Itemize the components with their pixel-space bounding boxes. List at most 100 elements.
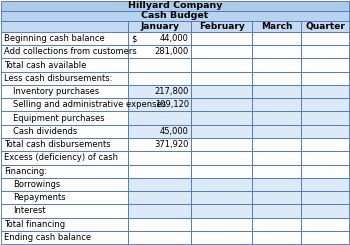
Bar [191,72,252,85]
Bar [1,59,128,72]
Bar [301,231,349,244]
Bar [301,151,349,164]
Bar [252,111,301,125]
Text: Cash dividends: Cash dividends [13,127,77,136]
Bar [252,231,301,244]
Bar [1,138,128,151]
Bar [301,125,349,138]
Bar [301,111,349,125]
Bar [1,32,128,45]
Bar [191,164,252,178]
Bar [1,11,349,21]
Bar [128,231,191,244]
Bar [252,191,301,204]
Bar [252,45,301,59]
Bar [252,218,301,231]
Bar [301,164,349,178]
Bar [191,111,252,125]
Bar [128,191,191,204]
Bar [252,164,301,178]
Bar [128,21,191,32]
Bar [1,125,128,138]
Bar [301,59,349,72]
Bar [191,45,252,59]
Bar [191,204,252,218]
Bar [252,125,301,138]
Text: Equipment purchases: Equipment purchases [13,114,105,123]
Text: Borrowings: Borrowings [13,180,60,189]
Text: Excess (deficiency) of cash: Excess (deficiency) of cash [4,153,118,162]
Bar [301,72,349,85]
Bar [191,151,252,164]
Bar [128,85,191,98]
Bar [191,32,252,45]
Bar [1,1,349,11]
Text: 45,000: 45,000 [160,127,189,136]
Bar [128,178,191,191]
Text: Selling and administrative expenses: Selling and administrative expenses [13,100,166,109]
Bar [1,218,128,231]
Bar [301,85,349,98]
Bar [1,45,128,59]
Text: Hillyard Company: Hillyard Company [128,1,222,11]
Bar [301,32,349,45]
Bar [128,164,191,178]
Bar [301,98,349,111]
Bar [128,98,191,111]
Bar [191,125,252,138]
Text: 371,920: 371,920 [155,140,189,149]
Text: Total financing: Total financing [4,220,65,229]
Bar [1,21,128,32]
Bar [191,218,252,231]
Text: Interest: Interest [13,206,46,215]
Bar [1,178,128,191]
Bar [252,85,301,98]
Text: Total cash disbursements: Total cash disbursements [4,140,111,149]
Bar [252,151,301,164]
Bar [301,45,349,59]
Bar [128,72,191,85]
Bar [301,218,349,231]
Text: 217,800: 217,800 [155,87,189,96]
Bar [191,21,252,32]
Bar [128,111,191,125]
Text: 44,000: 44,000 [160,34,189,43]
Bar [1,111,128,125]
Bar [128,59,191,72]
Bar [301,204,349,218]
Bar [128,45,191,59]
Bar [1,151,128,164]
Bar [252,138,301,151]
Text: Quarter: Quarter [305,22,345,31]
Bar [191,85,252,98]
Bar [252,204,301,218]
Bar [1,85,128,98]
Text: 281,000: 281,000 [155,47,189,56]
Bar [252,98,301,111]
Bar [128,204,191,218]
Bar [301,138,349,151]
Bar [191,231,252,244]
Text: January: January [140,22,179,31]
Bar [128,218,191,231]
Text: Beginning cash balance: Beginning cash balance [4,34,105,43]
Bar [301,178,349,191]
Bar [191,191,252,204]
Bar [252,59,301,72]
Text: February: February [199,22,244,31]
Bar [1,204,128,218]
Bar [128,125,191,138]
Bar [301,191,349,204]
Bar [1,72,128,85]
Text: $: $ [131,34,136,43]
Bar [1,231,128,244]
Bar [301,21,349,32]
Text: 109,120: 109,120 [155,100,189,109]
Text: Total cash available: Total cash available [4,61,86,70]
Bar [1,164,128,178]
Text: Ending cash balance: Ending cash balance [4,233,91,242]
Text: Add collections from customers: Add collections from customers [4,47,137,56]
Bar [252,32,301,45]
Bar [252,178,301,191]
Text: Repayments: Repayments [13,193,66,202]
